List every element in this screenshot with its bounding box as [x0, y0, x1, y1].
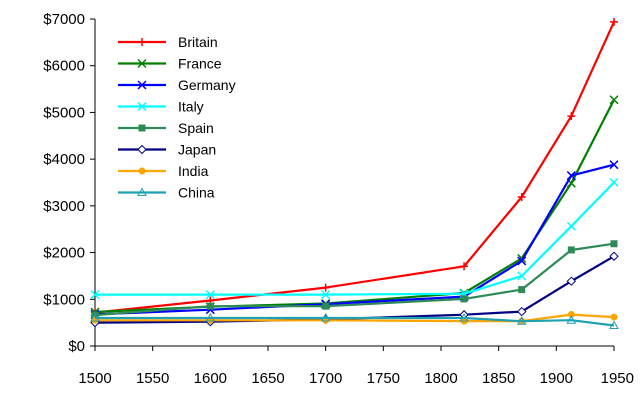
legend-marker-britain	[138, 38, 146, 46]
legend-marker-india	[138, 167, 146, 175]
data-point-china	[205, 312, 216, 322]
series-line-germany	[94, 163, 615, 316]
data-point-britain	[321, 283, 330, 292]
series-spain	[91, 240, 618, 319]
data-point-spain	[567, 246, 575, 254]
y-tick-label: $7000	[43, 11, 85, 28]
axes: $0 $1000 $2000 $3000 $4000 $5000 $6000 $7000 150…	[43, 11, 634, 387]
x-tick-label: 1750	[367, 370, 400, 387]
y-tick-label: $4000	[43, 151, 85, 168]
data-point-china	[459, 312, 469, 322]
data-point-italy	[609, 177, 619, 187]
x-tick-label: 1800	[424, 370, 457, 387]
data-point-spain	[518, 286, 526, 294]
data-point-india	[567, 311, 575, 319]
legend-item-france: France	[118, 56, 222, 72]
data-point-italy	[517, 271, 527, 281]
data-point-britain	[567, 112, 576, 121]
legend-label-germany: Germany	[178, 77, 236, 93]
data-point-italy	[566, 221, 576, 231]
legend-item-italy: Italy	[118, 99, 204, 115]
data-point-china	[90, 312, 100, 322]
legend-label-china: China	[178, 185, 215, 201]
legend-label-britain: Britain	[178, 34, 218, 50]
series-japan	[90, 251, 619, 328]
y-tick-label: $2000	[43, 245, 85, 262]
series-china	[90, 312, 619, 329]
x-tick-label: 1850	[482, 370, 515, 387]
x-tick-label: 1650	[251, 370, 284, 387]
data-point-spain	[91, 311, 99, 319]
legend-label-spain: Spain	[178, 120, 214, 136]
legend-marker-china	[137, 187, 147, 196]
series-layer	[90, 17, 619, 329]
data-point-britain	[460, 262, 469, 271]
legend-label-italy: Italy	[178, 99, 204, 115]
legend-item-india: India	[118, 163, 209, 179]
y-tick-label: $6000	[43, 58, 85, 75]
y-tick-label: $3000	[43, 198, 85, 215]
legend-item-spain: Spain	[118, 120, 214, 136]
y-tick-label: $1000	[43, 291, 85, 308]
series-line-china	[95, 316, 615, 327]
data-point-germany	[609, 160, 619, 170]
legend-item-britain: Britain	[118, 34, 218, 50]
data-point-china	[320, 312, 331, 322]
data-point-spain	[610, 240, 618, 248]
data-point-china	[609, 320, 619, 329]
data-point-italy	[205, 290, 215, 300]
data-point-japan	[517, 306, 527, 317]
data-point-germany	[566, 171, 576, 181]
x-tick-label: 1600	[194, 370, 227, 387]
data-point-italy	[90, 290, 100, 300]
series-britain	[91, 17, 618, 317]
x-tick-label: 1950	[601, 370, 634, 387]
series-italy	[90, 177, 619, 300]
legend-marker-italy	[137, 101, 147, 112]
y-tick-label: $0	[68, 338, 85, 355]
data-point-spain	[322, 302, 330, 310]
legend-marker-france	[137, 58, 147, 69]
data-point-france	[609, 95, 619, 105]
data-point-china	[516, 316, 527, 325]
series-line-france	[94, 99, 615, 314]
data-point-germany	[517, 256, 527, 266]
legend-label-japan: Japan	[178, 142, 216, 158]
x-tick-label: 1500	[78, 370, 111, 387]
legend: Britain France Germany Italy Spain Japan India…	[118, 34, 236, 201]
data-point-italy	[321, 290, 331, 300]
series-line-britain	[94, 21, 616, 314]
legend-item-china: China	[118, 185, 215, 201]
data-point-india	[610, 313, 618, 321]
x-tick-label: 1900	[540, 370, 573, 387]
series-line-japan	[94, 255, 615, 324]
legend-label-france: France	[178, 56, 222, 72]
data-point-japan	[609, 251, 619, 261]
x-tick-label: 1550	[136, 370, 169, 387]
x-tick-label: 1700	[309, 370, 342, 387]
legend-item-germany: Germany	[118, 77, 236, 93]
legend-marker-germany	[137, 80, 147, 90]
y-tick-label: $5000	[43, 104, 85, 121]
data-point-spain	[460, 295, 468, 303]
legend-label-india: India	[178, 163, 209, 179]
data-point-japan	[566, 276, 577, 286]
data-point-britain	[610, 17, 618, 26]
data-point-china	[566, 315, 577, 324]
data-point-spain	[206, 302, 214, 310]
data-point-britain	[517, 192, 526, 201]
legend-item-japan: Japan	[118, 142, 216, 158]
legend-marker-spain	[138, 124, 146, 132]
legend-marker-japan	[137, 144, 147, 155]
